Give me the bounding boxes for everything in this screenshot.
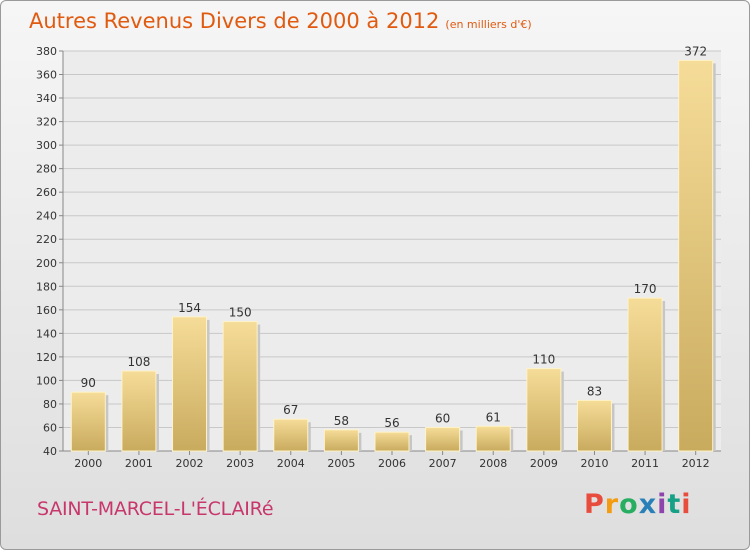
- y-tick-label: 200: [36, 257, 57, 270]
- y-tick-label: 360: [36, 69, 57, 82]
- x-tick-label: 2011: [631, 457, 659, 470]
- bar-value-label: 150: [229, 306, 252, 320]
- bar: [374, 431, 410, 452]
- x-tick-label: 2000: [74, 457, 102, 470]
- bar: [678, 59, 714, 452]
- bar: [323, 429, 359, 452]
- bar-value-label: 61: [486, 410, 501, 424]
- bar-value-label: 170: [634, 282, 657, 296]
- y-tick-label: 300: [36, 139, 57, 152]
- y-tick-label: 40: [43, 445, 57, 458]
- x-tick-label: 2008: [479, 457, 507, 470]
- bar-value-label: 110: [532, 353, 555, 367]
- y-tick-label: 120: [36, 351, 57, 364]
- bar-value-label: 60: [435, 411, 450, 425]
- x-tick-label: 2004: [277, 457, 305, 470]
- x-tick-label: 2003: [226, 457, 254, 470]
- bar-value-label: 90: [81, 376, 96, 390]
- y-tick-label: 220: [36, 233, 57, 246]
- y-tick-label: 60: [43, 421, 57, 434]
- bar: [425, 426, 461, 452]
- place-name: SAINT-MARCEL-L'ÉCLAIRé: [37, 498, 274, 520]
- x-tick-label: 2010: [580, 457, 608, 470]
- bar: [627, 297, 663, 452]
- chart-title: Autres Revenus Divers de 2000 à 2012 (en …: [29, 9, 532, 33]
- y-tick-label: 320: [36, 116, 57, 129]
- chart-title-text: Autres Revenus Divers de 2000 à 2012: [29, 9, 440, 33]
- x-tick-label: 2002: [176, 457, 204, 470]
- bar-value-label: 154: [178, 301, 201, 315]
- bar-value-label: 372: [684, 44, 707, 58]
- x-tick-label: 2007: [429, 457, 457, 470]
- bar-value-label: 58: [334, 414, 349, 428]
- y-tick-label: 100: [36, 374, 57, 387]
- bar: [526, 368, 562, 452]
- y-tick-label: 160: [36, 304, 57, 317]
- plot-area: [63, 51, 721, 451]
- bar-value-label: 56: [384, 416, 399, 430]
- y-tick-label: 180: [36, 280, 57, 293]
- bar: [475, 425, 511, 452]
- y-tick-label: 80: [43, 398, 57, 411]
- bar: [273, 418, 309, 452]
- y-tick-label: 340: [36, 92, 57, 105]
- bar-value-label: 67: [283, 403, 298, 417]
- x-tick-label: 2012: [682, 457, 710, 470]
- y-tick-label: 260: [36, 186, 57, 199]
- y-tick-label: 240: [36, 210, 57, 223]
- x-tick-label: 2001: [125, 457, 153, 470]
- bar-value-label: 83: [587, 384, 602, 398]
- bar: [576, 399, 612, 452]
- bar: [222, 321, 258, 452]
- proxiti-logo: Proxiti: [584, 489, 692, 520]
- bar: [70, 391, 106, 452]
- y-tick-label: 280: [36, 163, 57, 176]
- chart-subtitle: (en milliers d'€): [445, 18, 532, 31]
- x-tick-label: 2006: [378, 457, 406, 470]
- bar-value-label: 108: [127, 355, 150, 369]
- bar: [172, 316, 208, 452]
- x-tick-label: 2005: [327, 457, 355, 470]
- y-tick-label: 380: [36, 45, 57, 58]
- bar: [121, 370, 157, 452]
- x-tick-label: 2009: [530, 457, 558, 470]
- y-tick-label: 140: [36, 327, 57, 340]
